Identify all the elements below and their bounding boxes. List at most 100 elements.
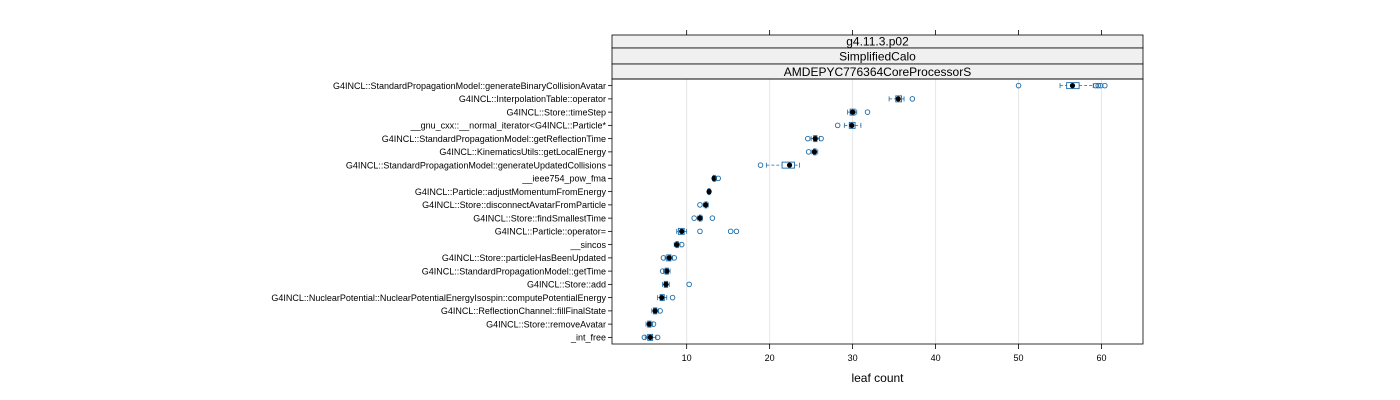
y-label-10: G4INCL::Store::findSmallestTime xyxy=(473,213,606,223)
outlier-point xyxy=(733,228,740,235)
y-label-17: G4INCL::ReflectionChannel::fillFinalStat… xyxy=(441,306,606,316)
y-label-18: G4INCL::Store::removeAvatar xyxy=(486,319,606,329)
x-tick-label-20: 20 xyxy=(765,353,775,363)
median-dot xyxy=(659,295,665,301)
outlier-point xyxy=(691,215,697,221)
box-row-19 xyxy=(641,333,661,341)
strip-label-2: SimplifiedCalo xyxy=(839,50,916,64)
outlier-point xyxy=(709,215,716,221)
outlier-point xyxy=(1095,82,1101,89)
y-label-13: G4INCL::Store::particleHasBeenUpdated xyxy=(442,253,606,263)
outlier-point xyxy=(757,162,764,168)
median-dot xyxy=(663,281,669,287)
box-row-10 xyxy=(691,214,716,222)
box-row-5 xyxy=(805,148,819,156)
outlier-point xyxy=(650,321,657,327)
box-row-3 xyxy=(834,121,862,129)
outlier-point xyxy=(805,135,811,142)
median-dot xyxy=(697,215,703,221)
median-dot xyxy=(646,321,652,327)
outlier-point xyxy=(909,96,916,102)
y-label-3: __gnu_cxx::__normal_iterator<G4INCL::Par… xyxy=(410,121,607,131)
outlier-point xyxy=(641,334,648,341)
outlier-point xyxy=(805,149,812,155)
outlier-point xyxy=(697,228,703,235)
outlier-point xyxy=(715,175,721,182)
y-label-15: G4INCL::Store::add xyxy=(527,280,606,290)
y-label-16: G4INCL::NuclearPotential::NuclearPotenti… xyxy=(271,293,606,303)
y-label-1: G4INCL::InterpolationTable::operator xyxy=(459,94,606,104)
median-dot xyxy=(674,242,680,248)
outlier-point xyxy=(659,268,666,274)
y-label-19: _int_free xyxy=(570,333,606,343)
median-dot xyxy=(849,122,855,128)
box-row-7 xyxy=(711,174,721,182)
box xyxy=(781,161,795,169)
y-label-2: G4INCL::Store::timeStep xyxy=(506,107,606,117)
median-dot xyxy=(1069,83,1076,89)
x-axis-title: leaf count xyxy=(851,371,904,385)
box-row-0 xyxy=(1015,82,1108,90)
median-dot xyxy=(812,136,818,142)
box-row-15 xyxy=(662,280,692,288)
outlier-point xyxy=(1015,82,1022,89)
y-label-9: G4INCL::Store::disconnectAvatarFromParti… xyxy=(422,200,606,210)
x-tick-label-40: 40 xyxy=(931,353,941,363)
box xyxy=(1066,82,1080,90)
outlier-point xyxy=(818,135,824,142)
box-row-1 xyxy=(888,95,916,103)
y-label-6: G4INCL::StandardPropagationModel::genera… xyxy=(346,160,607,170)
y-label-5: G4INCL::KinematicsUtils::getLocalEnergy xyxy=(439,147,606,157)
outlier-point xyxy=(727,228,734,235)
box-row-13 xyxy=(660,254,677,262)
box-row-17 xyxy=(651,307,663,315)
y-label-12: __sincos xyxy=(569,240,606,250)
x-tick-label-50: 50 xyxy=(1014,353,1024,363)
outlier-point xyxy=(1097,82,1104,89)
strip-header: g4.11.3.p02 SimplifiedCalo AMDEPYC776364… xyxy=(611,35,1144,80)
median-dot xyxy=(895,96,901,102)
median-dot xyxy=(703,202,709,208)
outlier-point xyxy=(657,308,663,314)
outlier-point xyxy=(686,281,692,288)
y-label-11: G4INCL::Particle::operator= xyxy=(495,227,606,237)
outlier-point xyxy=(864,109,871,115)
outlier-point xyxy=(671,255,677,261)
outlier-point xyxy=(697,202,703,208)
plot-panel xyxy=(611,78,1144,345)
strip-label-3: AMDEPYC776364CoreProcessorS xyxy=(784,65,971,79)
outlier-point xyxy=(678,241,685,248)
y-label-0: G4INCL::StandardPropagationModel::genera… xyxy=(333,81,606,91)
y-label-7: __ieee754_pow_fma xyxy=(521,174,606,184)
x-tick-label-10: 10 xyxy=(682,353,692,363)
box-row-8 xyxy=(706,188,712,196)
box-row-12 xyxy=(673,241,685,249)
median-dot xyxy=(786,162,793,168)
median-dot xyxy=(647,334,653,340)
median-dot xyxy=(811,149,818,155)
y-label-14: G4INCL::StandardPropagationModel::getTim… xyxy=(422,266,606,276)
box-row-14 xyxy=(659,267,671,275)
median-dot xyxy=(666,255,672,261)
median-dot xyxy=(679,228,685,234)
x-tick-label-60: 60 xyxy=(1097,353,1107,363)
top-axis-ticks xyxy=(686,30,1102,35)
median-dot xyxy=(652,308,658,314)
x-tick-label-30: 30 xyxy=(848,353,858,363)
bottom-axis-ticks: 10 20 30 40 50 60 xyxy=(682,344,1107,363)
box-row-9 xyxy=(697,201,709,209)
box-row-6 xyxy=(757,161,800,169)
box-row-16 xyxy=(657,294,676,302)
outlier-point xyxy=(669,294,676,301)
outlier-point xyxy=(1102,82,1108,89)
outlier-point xyxy=(654,334,661,341)
box-row-18 xyxy=(645,320,657,328)
box-row-11 xyxy=(676,227,740,235)
outlier-point xyxy=(834,122,841,129)
median-dot xyxy=(711,175,717,181)
strip-label-1: g4.11.3.p02 xyxy=(846,35,909,49)
median-dot xyxy=(664,268,670,274)
median-dot xyxy=(850,109,856,115)
median-dot xyxy=(706,189,712,195)
